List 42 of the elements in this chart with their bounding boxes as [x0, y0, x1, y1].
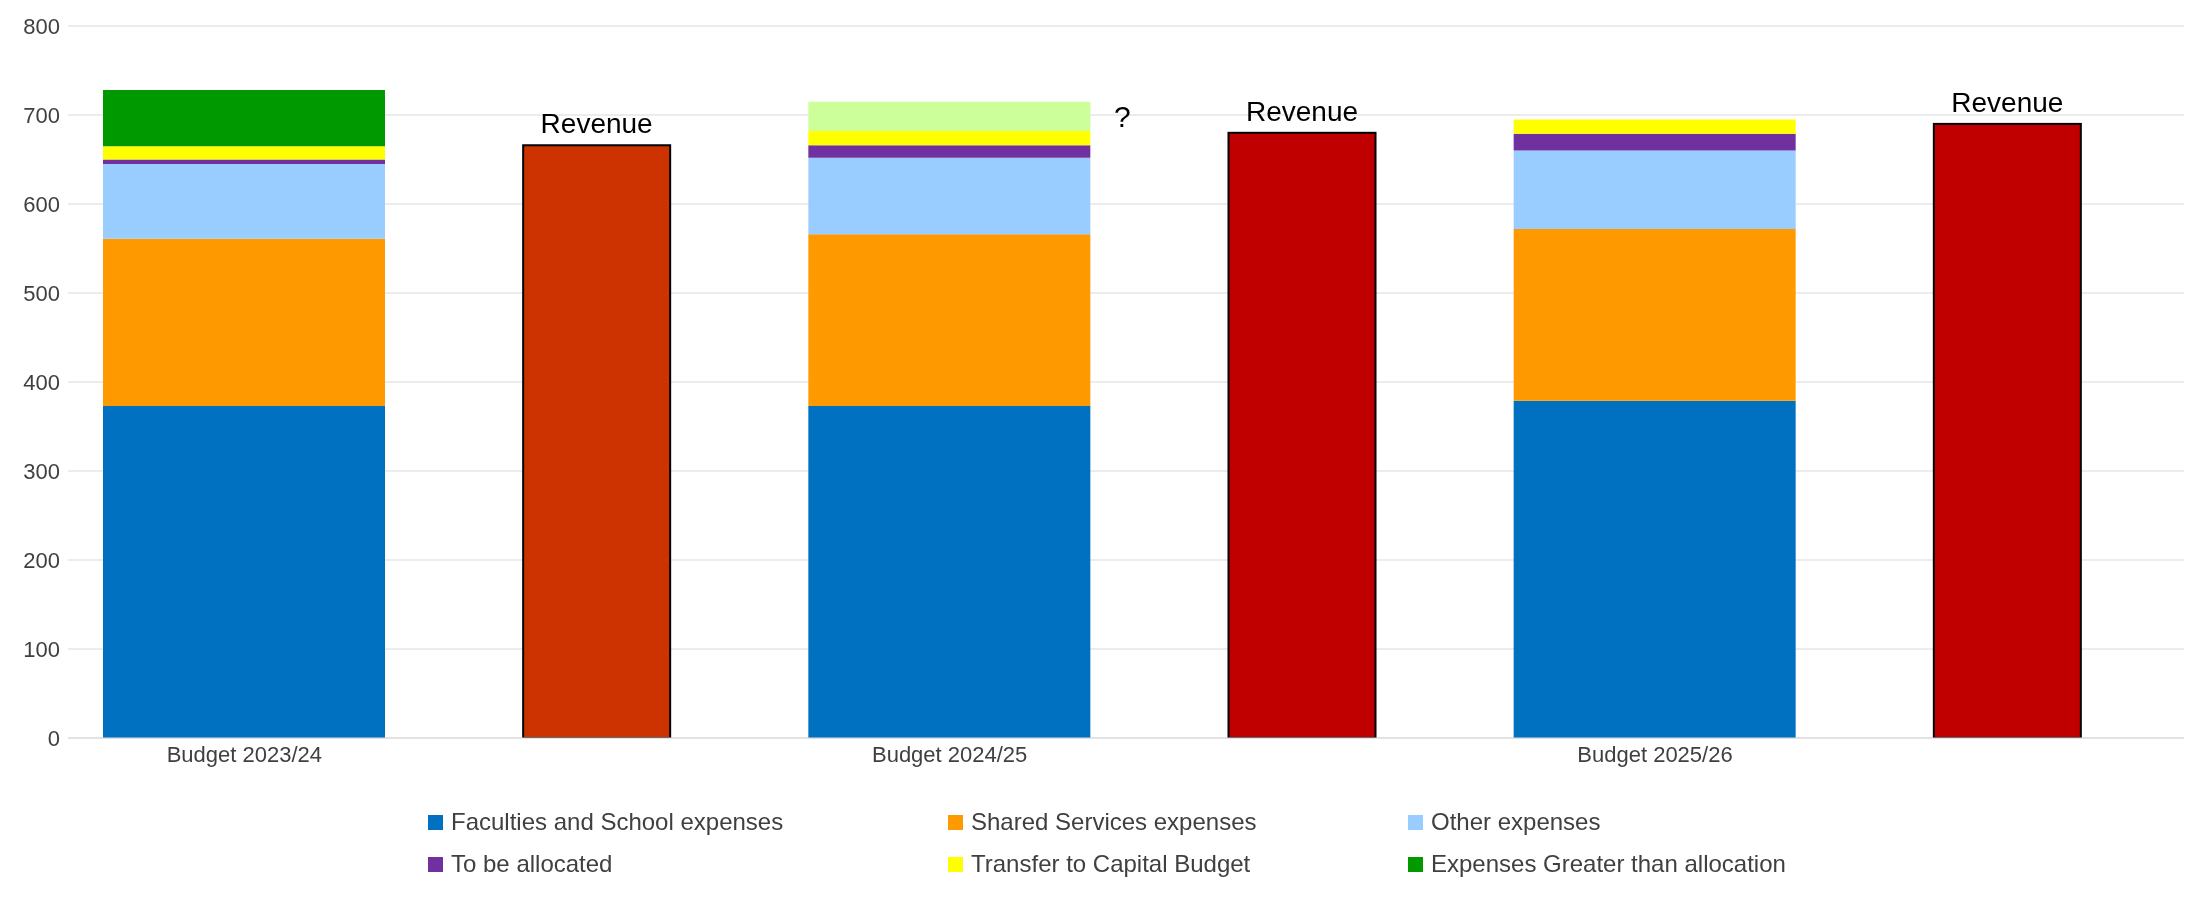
bar: [808, 101, 1091, 132]
legend-label: Transfer to Capital Budget: [971, 850, 1251, 878]
bar: [103, 159, 385, 164]
y-tick-label: 100: [23, 636, 60, 662]
annotation: ?: [1114, 100, 1131, 134]
text: Revenue: [1951, 86, 2064, 118]
bar: [522, 144, 672, 738]
y-tick-label: 500: [23, 280, 60, 306]
y-tick-label: 600: [23, 191, 60, 217]
bar: [808, 131, 1091, 146]
bar: [103, 406, 385, 738]
legend-label: Other expenses: [1431, 808, 1601, 836]
y-tick-label: 200: [23, 547, 60, 573]
y-tick-label: 0: [47, 725, 60, 751]
x-tick-label: Budget 2025/26: [1577, 741, 1733, 767]
text: Revenue: [1245, 95, 1359, 127]
bar: [1513, 119, 1796, 134]
y-tick-label: 400: [23, 369, 60, 395]
bar: [808, 157, 1091, 235]
bar: [103, 238, 385, 407]
bar: [1513, 150, 1796, 229]
x-tick-label: Budget 2024/25: [871, 741, 1028, 767]
series-label: Revenue: [540, 108, 653, 140]
bar: [103, 163, 385, 239]
legend-label: Expenses Greater than allocation: [1431, 850, 1786, 878]
bar: [1513, 400, 1796, 738]
bar: [1513, 133, 1796, 151]
legend-label: To be allocated: [451, 850, 613, 878]
y-tick-label: 800: [23, 13, 60, 39]
bar: [1932, 122, 2082, 738]
y-tick-label: 300: [23, 458, 60, 484]
legend-label: Faculties and School expenses: [451, 808, 784, 836]
legend-label: Shared Services expenses: [971, 808, 1257, 836]
bar: [808, 145, 1091, 158]
bar: [103, 90, 385, 147]
bar: [1227, 131, 1377, 738]
bar: [808, 234, 1091, 407]
bar: [103, 146, 385, 160]
x-tick-label: Budget 2023/24: [166, 741, 323, 767]
bar: [808, 406, 1091, 738]
y-tick-label: 700: [23, 102, 60, 128]
bar: [1513, 228, 1796, 401]
